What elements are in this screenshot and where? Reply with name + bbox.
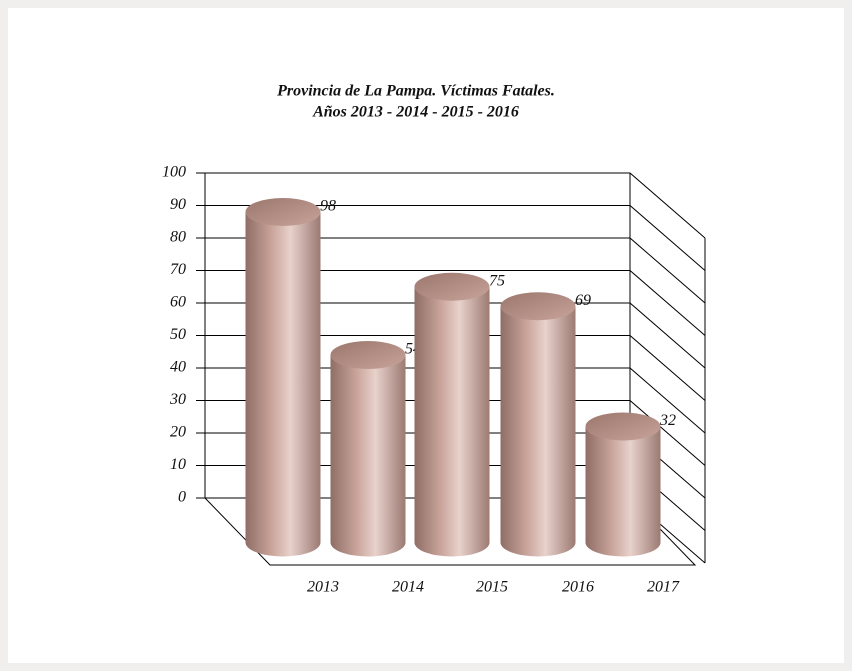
grid-line <box>196 172 706 239</box>
x-tick-label: 2014 <box>392 579 424 596</box>
grid-line <box>196 237 706 304</box>
y-tick-label: 50 <box>170 326 186 343</box>
y-tick-label: 80 <box>170 229 186 246</box>
y-tick-label: 60 <box>170 294 186 311</box>
grid-line <box>196 302 706 369</box>
bar-top <box>500 292 576 321</box>
y-tick-label: 20 <box>170 424 186 441</box>
value-label: 69 <box>575 292 591 309</box>
y-tick-label: 70 <box>170 261 186 278</box>
y-tick-label: 10 <box>170 456 186 473</box>
bar <box>414 286 490 557</box>
grid-line <box>196 270 706 336</box>
bar-top <box>414 272 490 301</box>
bar <box>330 355 406 557</box>
value-label: 75 <box>489 272 505 289</box>
value-label: 98 <box>320 198 336 215</box>
x-tick-label: 2013 <box>307 579 339 596</box>
bar-top <box>585 412 661 441</box>
bar-top <box>245 198 321 226</box>
chart-title: Provincia de La Pampa. Víctimas Fatales. <box>276 83 555 100</box>
x-tick-label: 2016 <box>562 579 594 596</box>
bar <box>500 306 576 557</box>
grid-line <box>196 205 706 271</box>
x-tick-label: 2017 <box>647 579 680 596</box>
y-tick-label: 90 <box>170 196 186 213</box>
bar <box>245 212 321 557</box>
grid-line <box>196 335 706 401</box>
y-tick-label: 0 <box>178 489 186 506</box>
value-label: 32 <box>659 412 676 429</box>
y-tick-label: 100 <box>162 164 186 181</box>
bar <box>585 426 661 557</box>
x-tick-label: 2015 <box>476 579 508 596</box>
y-tick-label: 30 <box>169 391 186 408</box>
y-tick-label: 40 <box>170 359 186 376</box>
chart-title: Años 2013 - 2014 - 2015 - 2016 <box>312 104 519 121</box>
bar-top <box>330 341 406 369</box>
